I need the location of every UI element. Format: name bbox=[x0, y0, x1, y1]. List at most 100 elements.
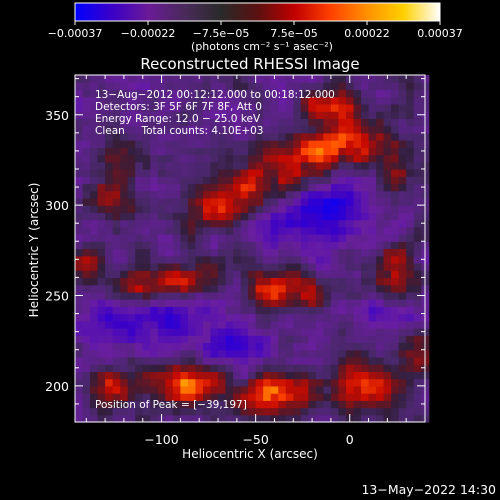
heatmap-cell bbox=[285, 270, 294, 279]
heatmap-cell bbox=[82, 335, 91, 344]
heatmap-cell bbox=[345, 328, 355, 336]
heatmap-cell bbox=[218, 342, 227, 351]
heatmap-cell bbox=[120, 147, 129, 156]
heatmap-cell bbox=[127, 328, 136, 336]
heatmap-cell bbox=[135, 299, 144, 307]
heatmap-cell bbox=[135, 140, 144, 148]
heatmap-cell bbox=[330, 342, 340, 351]
heatmap-cell bbox=[82, 378, 91, 387]
heatmap-cell bbox=[353, 270, 362, 279]
heatmap-cell bbox=[187, 255, 197, 264]
heatmap-cell bbox=[105, 255, 114, 264]
heatmap-cell bbox=[112, 154, 121, 163]
heatmap-cell bbox=[105, 342, 114, 351]
heatmap-cell bbox=[361, 140, 370, 148]
heatmap-cell bbox=[255, 168, 264, 177]
heatmap-cell bbox=[376, 234, 385, 242]
heatmap-cell bbox=[157, 320, 166, 329]
heatmap-cell bbox=[383, 226, 392, 235]
heatmap-cell bbox=[338, 262, 347, 271]
heatmap-cell bbox=[75, 364, 84, 372]
heatmap-cell bbox=[187, 168, 197, 177]
heatmap-cell bbox=[278, 364, 287, 372]
heatmap-cell bbox=[82, 161, 91, 170]
heatmap-cell bbox=[345, 183, 355, 192]
heatmap-cell bbox=[270, 111, 279, 119]
heatmap-cell bbox=[195, 219, 204, 228]
heatmap-cell bbox=[353, 299, 362, 307]
heatmap-cell bbox=[172, 190, 181, 199]
heatmap-cell bbox=[315, 270, 324, 279]
heatmap-cell bbox=[157, 212, 166, 221]
heatmap-cell bbox=[248, 385, 257, 394]
heatmap-cell bbox=[413, 262, 422, 271]
heatmap-cell bbox=[225, 96, 234, 105]
heatmap-cell bbox=[195, 89, 204, 98]
heatmap-cell bbox=[187, 197, 197, 206]
heatmap-cell bbox=[240, 248, 249, 257]
heatmap-cell bbox=[97, 400, 106, 409]
heatmap-cell bbox=[218, 320, 227, 329]
heatmap-cell bbox=[330, 328, 340, 336]
heatmap-cell bbox=[248, 82, 257, 91]
heatmap-cell bbox=[308, 183, 317, 192]
heatmap-cell bbox=[270, 270, 279, 279]
heatmap-cell bbox=[293, 393, 302, 401]
heatmap-cell bbox=[308, 234, 317, 242]
heatmap-cell bbox=[112, 75, 121, 83]
heatmap-cell bbox=[368, 197, 377, 206]
heatmap-cell bbox=[376, 96, 385, 105]
heatmap-cell bbox=[338, 161, 347, 170]
heatmap-cell bbox=[383, 378, 392, 387]
heatmap-cell bbox=[368, 407, 377, 416]
heatmap-cell bbox=[293, 103, 302, 112]
heatmap-cell bbox=[338, 400, 347, 409]
heatmap-cell bbox=[345, 378, 355, 387]
heatmap-cell bbox=[338, 147, 347, 156]
heatmap-cell bbox=[82, 132, 91, 141]
heatmap-cell bbox=[180, 371, 189, 380]
heatmap-cell bbox=[345, 132, 355, 141]
heatmap-cell bbox=[195, 176, 204, 185]
heatmap-cell bbox=[353, 75, 362, 83]
heatmap-cell bbox=[308, 277, 317, 286]
heatmap-cell bbox=[240, 356, 249, 365]
heatmap-cell bbox=[376, 291, 385, 300]
annotation-energy: Energy Range: 12.0 − 25.0 keV bbox=[95, 113, 261, 125]
heatmap-cell bbox=[142, 197, 151, 206]
heatmap-cell bbox=[285, 407, 294, 416]
heatmap-cell bbox=[391, 335, 400, 344]
heatmap-cell bbox=[376, 342, 385, 351]
heatmap-cell bbox=[172, 356, 181, 365]
heatmap-cell bbox=[248, 356, 257, 365]
heatmap-cell bbox=[278, 226, 287, 235]
heatmap-cell bbox=[406, 161, 415, 170]
heatmap-cell bbox=[376, 378, 385, 387]
heatmap-cell bbox=[225, 82, 234, 91]
heatmap-cell bbox=[195, 262, 204, 271]
heatmap-cell bbox=[172, 75, 181, 83]
heatmap-cell bbox=[75, 299, 84, 307]
heatmap-cell bbox=[210, 212, 219, 221]
heatmap-cell bbox=[105, 103, 114, 112]
heatmap-cell bbox=[105, 168, 114, 177]
heatmap-cell bbox=[180, 234, 189, 242]
heatmap-cell bbox=[180, 262, 189, 271]
heatmap-cell bbox=[330, 205, 340, 213]
heatmap-cell bbox=[255, 183, 264, 192]
heatmap-cell bbox=[202, 212, 212, 221]
heatmap-cell bbox=[263, 197, 272, 206]
heatmap-cell bbox=[323, 125, 332, 134]
heatmap-cell bbox=[361, 328, 370, 336]
heatmap-cell bbox=[225, 219, 234, 228]
heatmap-cell bbox=[112, 205, 121, 213]
heatmap-cell bbox=[142, 190, 151, 199]
heatmap-cell bbox=[180, 284, 189, 293]
heatmap-cell bbox=[195, 168, 204, 177]
heatmap-cell bbox=[127, 82, 136, 91]
heatmap-cell bbox=[361, 356, 370, 365]
heatmap-cell bbox=[172, 89, 181, 98]
heatmap-cell bbox=[383, 161, 392, 170]
heatmap-cell bbox=[338, 277, 347, 286]
heatmap-cell bbox=[383, 212, 392, 221]
